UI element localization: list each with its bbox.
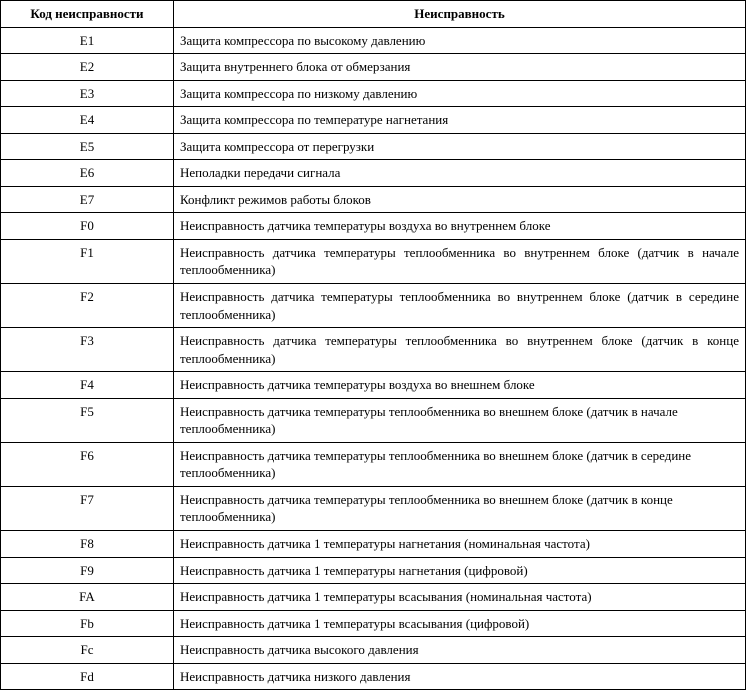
cell-code: F0 xyxy=(1,213,174,240)
table-row: F4Неисправность датчика температуры возд… xyxy=(1,372,746,399)
cell-desc: Неисправность датчика температуры теплоо… xyxy=(174,328,746,372)
cell-code: E4 xyxy=(1,107,174,134)
cell-desc: Неисправность датчика температуры теплоо… xyxy=(174,239,746,283)
cell-code: F7 xyxy=(1,486,174,530)
col-header-code: Код неисправности xyxy=(1,1,174,28)
cell-desc: Защита внутреннего блока от обмерзания xyxy=(174,54,746,81)
cell-desc: Неисправность датчика 1 температуры нагн… xyxy=(174,557,746,584)
table-row: F7Неисправность датчика температуры тепл… xyxy=(1,486,746,530)
cell-code: Fc xyxy=(1,637,174,664)
cell-code: F6 xyxy=(1,442,174,486)
cell-desc: Неисправность датчика 1 температуры всас… xyxy=(174,584,746,611)
table-row: E4Защита компрессора по температуре нагн… xyxy=(1,107,746,134)
cell-desc: Неисправность датчика температуры теплоо… xyxy=(174,284,746,328)
cell-code: F3 xyxy=(1,328,174,372)
table-row: FcНеисправность датчика высокого давлени… xyxy=(1,637,746,664)
table-row: F5Неисправность датчика температуры тепл… xyxy=(1,398,746,442)
table-row: E1Защита компрессора по высокому давлени… xyxy=(1,27,746,54)
table-row: F6Неисправность датчика температуры тепл… xyxy=(1,442,746,486)
cell-desc: Защита компрессора по высокому давлению xyxy=(174,27,746,54)
cell-desc: Неисправность датчика температуры теплоо… xyxy=(174,398,746,442)
cell-desc: Защита компрессора по температуре нагнет… xyxy=(174,107,746,134)
cell-code: E7 xyxy=(1,186,174,213)
cell-code: FA xyxy=(1,584,174,611)
cell-desc: Защита компрессора по низкому давлению xyxy=(174,80,746,107)
table-row: F0Неисправность датчика температуры возд… xyxy=(1,213,746,240)
cell-code: Fd xyxy=(1,663,174,690)
cell-desc: Неисправность датчика высокого давления xyxy=(174,637,746,664)
cell-code: F1 xyxy=(1,239,174,283)
cell-code: E1 xyxy=(1,27,174,54)
fault-code-table-container: Код неисправности Неисправность E1Защита… xyxy=(0,0,746,690)
table-row: F8Неисправность датчика 1 температуры на… xyxy=(1,531,746,558)
table-row: F1Неисправность датчика температуры тепл… xyxy=(1,239,746,283)
cell-desc: Неисправность датчика температуры воздух… xyxy=(174,213,746,240)
cell-code: E5 xyxy=(1,133,174,160)
table-row: FbНеисправность датчика 1 температуры вс… xyxy=(1,610,746,637)
table-header-row: Код неисправности Неисправность xyxy=(1,1,746,28)
cell-code: E2 xyxy=(1,54,174,81)
cell-code: F2 xyxy=(1,284,174,328)
cell-desc: Неисправность датчика 1 температуры нагн… xyxy=(174,531,746,558)
cell-desc: Неполадки передачи сигнала xyxy=(174,160,746,187)
table-row: E6Неполадки передачи сигнала xyxy=(1,160,746,187)
cell-code: F9 xyxy=(1,557,174,584)
cell-desc: Конфликт режимов работы блоков xyxy=(174,186,746,213)
cell-desc: Неисправность датчика температуры воздух… xyxy=(174,372,746,399)
table-row: F3Неисправность датчика температуры тепл… xyxy=(1,328,746,372)
cell-code: F5 xyxy=(1,398,174,442)
table-row: FdНеисправность датчика низкого давления xyxy=(1,663,746,690)
cell-code: E6 xyxy=(1,160,174,187)
table-row: E7Конфликт режимов работы блоков xyxy=(1,186,746,213)
cell-desc: Неисправность датчика температуры теплоо… xyxy=(174,486,746,530)
cell-desc: Неисправность датчика низкого давления xyxy=(174,663,746,690)
cell-code: E3 xyxy=(1,80,174,107)
cell-code: Fb xyxy=(1,610,174,637)
fault-code-table: Код неисправности Неисправность E1Защита… xyxy=(0,0,746,690)
table-row: FAНеисправность датчика 1 температуры вс… xyxy=(1,584,746,611)
cell-desc: Неисправность датчика температуры теплоо… xyxy=(174,442,746,486)
table-row: E5Защита компрессора от перегрузки xyxy=(1,133,746,160)
cell-code: F4 xyxy=(1,372,174,399)
col-header-desc: Неисправность xyxy=(174,1,746,28)
cell-code: F8 xyxy=(1,531,174,558)
cell-desc: Неисправность датчика 1 температуры всас… xyxy=(174,610,746,637)
table-row: F2Неисправность датчика температуры тепл… xyxy=(1,284,746,328)
cell-desc: Защита компрессора от перегрузки xyxy=(174,133,746,160)
table-row: F9Неисправность датчика 1 температуры на… xyxy=(1,557,746,584)
table-row: E2Защита внутреннего блока от обмерзания xyxy=(1,54,746,81)
table-row: E3Защита компрессора по низкому давлению xyxy=(1,80,746,107)
